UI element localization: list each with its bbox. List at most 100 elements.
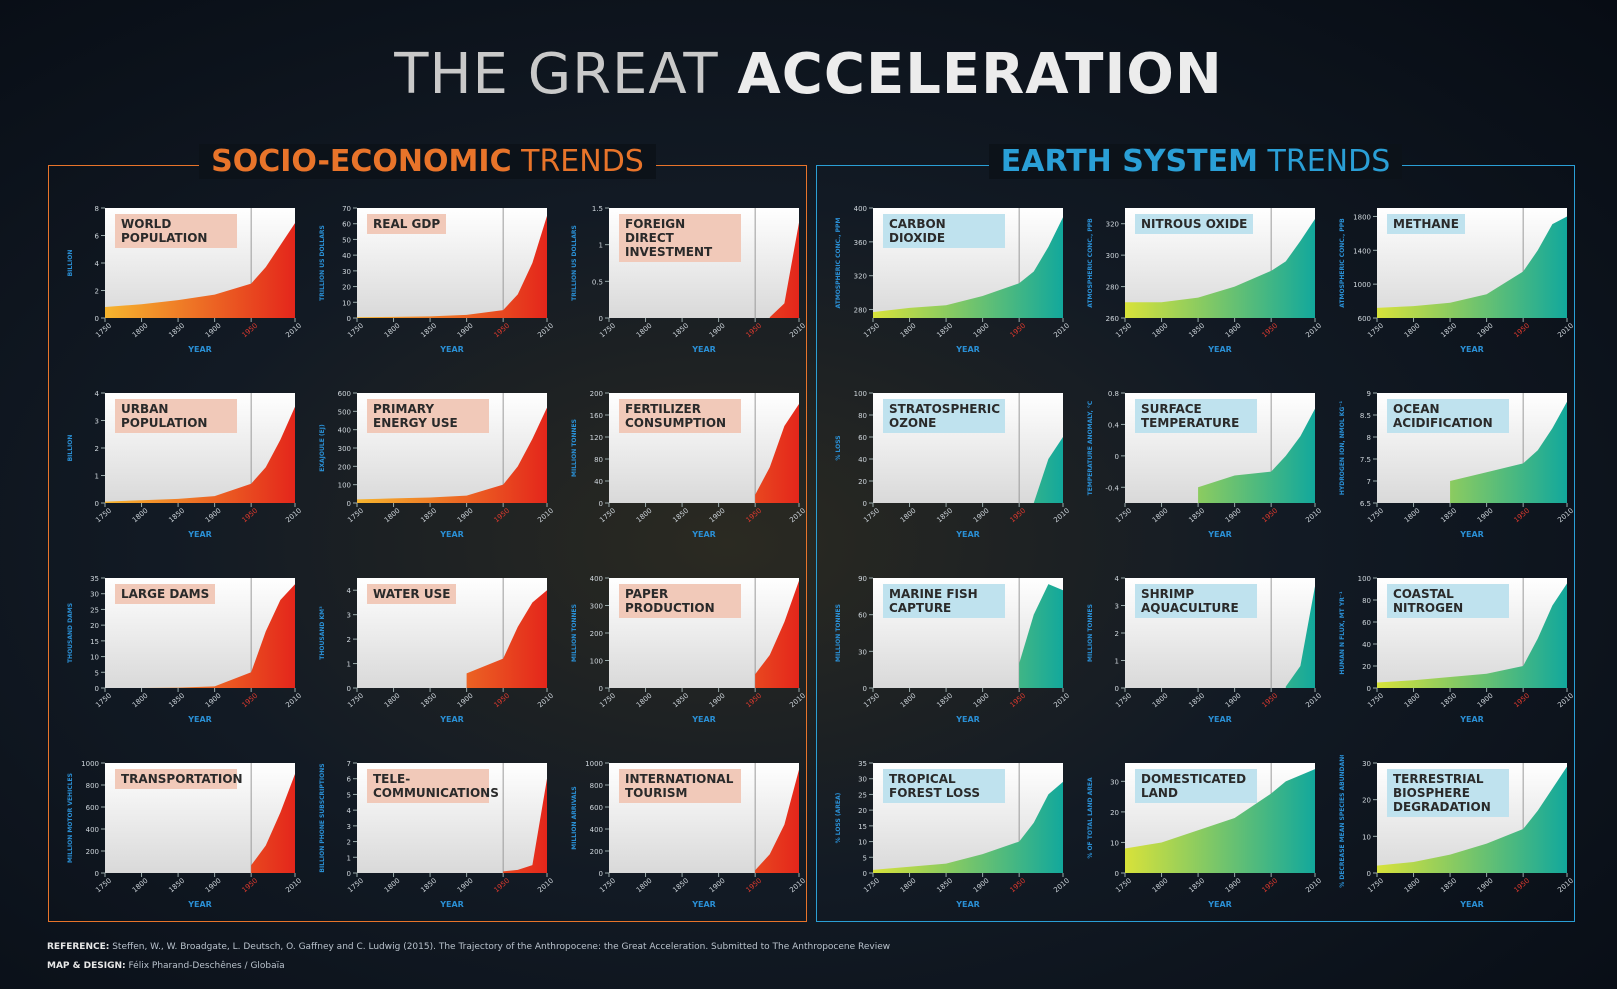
chart: 0 100 200 300 400 500 600 1750 1800 1850 1900 1950 2…: [312, 385, 557, 565]
y-tick-label: 0: [863, 870, 867, 878]
y-tick-label: 260: [1106, 315, 1119, 323]
area: [251, 774, 295, 873]
x-tick-label: 1900: [1476, 692, 1495, 710]
chart-title: FERTILIZER CONSUMPTION: [619, 399, 741, 433]
y-tick-label: 4: [347, 587, 352, 595]
x-tick-label: 1750: [94, 877, 113, 895]
y-axis-label: ATMOSPHERIC CONC., PPM: [835, 218, 842, 309]
y-tick-label: 10: [1110, 839, 1119, 847]
y-tick-label: 70: [342, 205, 351, 213]
chart: 0 5 10 15 20 25 30 35 1750 1800 1850 1900 1950 2010 YE…: [60, 570, 305, 750]
x-tick-label: 1750: [598, 692, 617, 710]
chart-title: URBAN POPULATION: [115, 399, 237, 433]
x-tick-label: 2010: [1556, 877, 1575, 895]
chart: 0 1 2 3 4 1750 1800 1850 1900 1950 2010 YEAR MILLION…: [1080, 570, 1325, 750]
y-tick-label: 0: [863, 685, 867, 693]
chart-title: WATER USE: [367, 584, 457, 604]
y-tick-label: 30: [90, 591, 99, 599]
x-tick-label: 1750: [598, 322, 617, 340]
chart-title: LARGE DAMS: [115, 584, 216, 604]
y-tick-label: 1.5: [592, 205, 603, 213]
chart-title: COASTAL NITROGEN: [1387, 584, 1509, 618]
area: [1377, 216, 1567, 318]
x-tick-label: 2010: [1304, 877, 1323, 895]
y-tick-label: 80: [594, 456, 603, 464]
x-axis-label: YEAR: [1207, 345, 1232, 354]
y-tick-label: 0: [95, 315, 99, 323]
x-tick-label: 1750: [1366, 322, 1385, 340]
x-tick-label: 1800: [131, 877, 150, 895]
x-axis-label: YEAR: [1459, 715, 1484, 724]
chart: 0 5 10 15 20 25 30 35 1750 1800 1850 1900 1950 2010 YE…: [828, 755, 1073, 935]
x-tick-label: 1800: [899, 322, 918, 340]
y-tick-label: 10: [342, 299, 351, 307]
y-tick-label: 2: [347, 636, 351, 644]
x-tick-label: 1950: [1512, 692, 1531, 710]
y-tick-label: 400: [854, 205, 867, 213]
chart: 260 280 300 320 1750 1800 1850 1900 1950 2010 YEAR…: [1080, 200, 1325, 380]
x-axis-label: YEAR: [691, 345, 716, 354]
y-axis-label: TRILLION US DOLLARS: [571, 225, 578, 301]
y-tick-label: 300: [1106, 252, 1119, 260]
y-tick-label: 20: [1110, 809, 1119, 817]
y-tick-label: 60: [1362, 619, 1371, 627]
x-axis-label: YEAR: [187, 715, 212, 724]
x-tick-label: 1800: [635, 322, 654, 340]
chart: 0 1 2 3 4 1750 1800 1850 1900 1950 2010 YEAR THOUSAN…: [312, 570, 557, 750]
x-tick-label: 1750: [1114, 322, 1133, 340]
x-tick-label: 2010: [788, 507, 807, 525]
x-tick-label: 1950: [492, 507, 511, 525]
x-tick-label: 2010: [1052, 322, 1071, 340]
y-tick-label: 400: [86, 826, 99, 834]
y-tick-label: 600: [590, 804, 603, 812]
y-tick-label: 80: [1362, 597, 1371, 605]
y-tick-label: 4: [95, 390, 100, 398]
chart-title: TROPICAL FOREST LOSS: [883, 769, 1005, 803]
x-tick-label: 1750: [1366, 877, 1385, 895]
chart: 0 30 60 90 1750 1800 1850 1900 1950 2010 YEAR MILLI…: [828, 570, 1073, 750]
y-tick-label: 8: [95, 205, 99, 213]
x-axis-label: YEAR: [955, 345, 980, 354]
x-tick-label: 1800: [1403, 692, 1422, 710]
y-tick-label: 0: [1115, 453, 1119, 461]
y-tick-label: 2: [95, 288, 99, 296]
y-tick-label: 7: [347, 760, 351, 768]
x-tick-label: 1800: [383, 507, 402, 525]
y-axis-label: BILLION: [67, 250, 74, 277]
y-axis-label: % LOSS: [835, 435, 842, 460]
y-tick-label: 320: [1106, 221, 1119, 229]
x-tick-label: 1800: [383, 322, 402, 340]
x-tick-label: 1900: [1224, 322, 1243, 340]
y-tick-label: 6.5: [1360, 500, 1371, 508]
chart-title: METHANE: [1387, 214, 1465, 234]
x-tick-label: 1850: [671, 877, 690, 895]
x-tick-label: 2010: [788, 692, 807, 710]
x-tick-label: 1900: [1476, 877, 1495, 895]
x-tick-label: 1900: [1224, 507, 1243, 525]
y-tick-label: 1000: [1353, 281, 1371, 289]
y-tick-label: 400: [590, 826, 603, 834]
area: [105, 584, 295, 688]
x-tick-label: 1950: [240, 507, 259, 525]
y-axis-label: MILLION TONNES: [835, 604, 842, 662]
x-tick-label: 1800: [383, 692, 402, 710]
y-tick-label: 20: [1362, 663, 1371, 671]
y-tick-label: 90: [858, 575, 867, 583]
chart-title: TRANSPORTATION: [115, 769, 243, 789]
y-tick-label: 7: [1367, 478, 1371, 486]
y-tick-label: 100: [590, 658, 603, 666]
x-tick-label: 1950: [1008, 322, 1027, 340]
y-axis-label: HYDROGEN ION, NMOL KG⁻¹: [1339, 400, 1346, 495]
x-tick-label: 1950: [744, 322, 763, 340]
x-tick-label: 1950: [1008, 877, 1027, 895]
x-tick-label: 1750: [94, 692, 113, 710]
chart-title: PRIMARY ENERGY USE: [367, 399, 489, 433]
y-axis-label: MILLION TONNES: [571, 419, 578, 477]
x-tick-label: 2010: [1052, 877, 1071, 895]
x-tick-label: 1750: [94, 507, 113, 525]
y-axis-label: % OF TOTAL LAND AREA: [1087, 777, 1094, 859]
x-axis-label: YEAR: [187, 345, 212, 354]
x-axis-label: YEAR: [1207, 715, 1232, 724]
y-tick-label: 600: [86, 804, 99, 812]
